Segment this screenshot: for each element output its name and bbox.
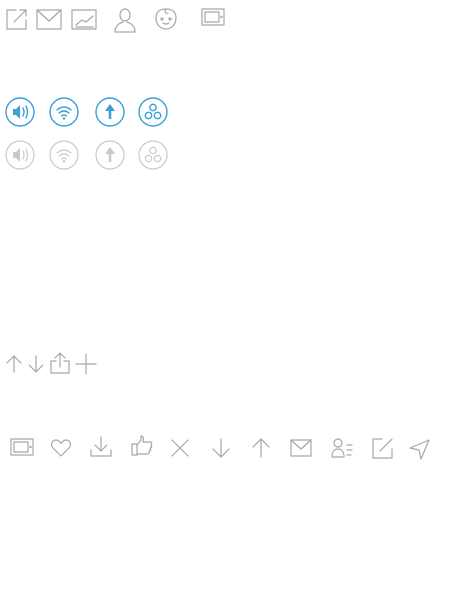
wifi-icon[interactable] (49, 140, 79, 170)
compose-icon[interactable] (5, 8, 29, 32)
wifi-icon[interactable] (49, 97, 79, 127)
share-icon[interactable] (49, 351, 71, 375)
group-icon[interactable] (138, 140, 168, 170)
plus-icon[interactable] (75, 353, 97, 375)
arrow-up-icon[interactable] (251, 437, 271, 459)
tablet-icon[interactable] (10, 438, 34, 456)
send-icon[interactable] (409, 438, 431, 460)
contacts-icon[interactable] (331, 437, 353, 459)
upload-arrow-icon[interactable] (95, 140, 125, 170)
group-icon[interactable] (138, 97, 168, 127)
user-icon[interactable] (113, 7, 137, 33)
arrow-up-icon[interactable] (5, 354, 23, 374)
chart-icon[interactable] (71, 8, 97, 32)
mail-icon[interactable] (36, 8, 62, 32)
upload-arrow-icon[interactable] (95, 97, 125, 127)
compose-icon[interactable] (372, 437, 394, 459)
heart-icon[interactable] (50, 438, 72, 458)
volume-icon[interactable] (5, 97, 35, 127)
tablet-icon[interactable] (201, 8, 225, 26)
download-icon[interactable] (90, 436, 112, 458)
mail-icon[interactable] (290, 439, 312, 457)
close-icon[interactable] (170, 438, 190, 458)
volume-icon[interactable] (5, 140, 35, 170)
arrow-down-icon[interactable] (211, 437, 231, 459)
thumbs-up-icon[interactable] (131, 435, 153, 457)
baby-icon[interactable] (153, 7, 179, 31)
arrow-down-icon[interactable] (27, 354, 45, 374)
